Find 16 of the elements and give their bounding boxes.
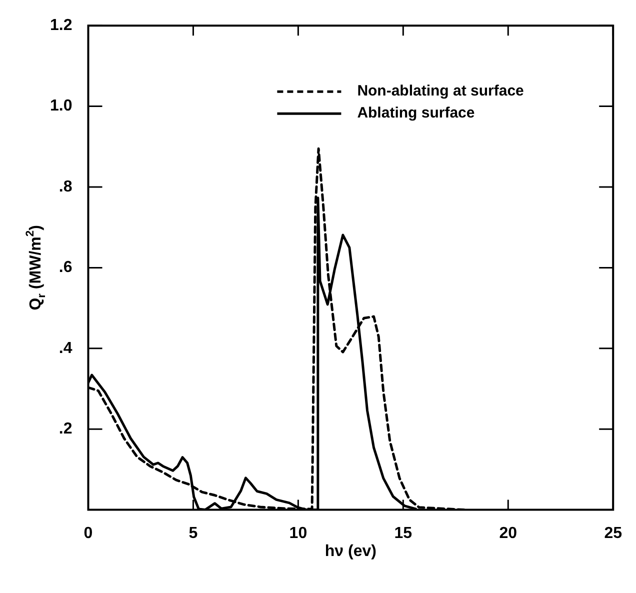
x-tick-label: 25 — [604, 524, 622, 542]
x-tick-label: 0 — [84, 524, 93, 542]
y-axis-title: Qr (MW/m2) — [24, 225, 48, 310]
y-tick-label: .8 — [58, 178, 72, 196]
legend-label: Ablating surface — [357, 104, 475, 122]
x-tick-label: 5 — [188, 524, 198, 542]
x-axis-title: hν (ev) — [324, 543, 376, 560]
y-tick-label: 1.2 — [50, 17, 72, 34]
y-tick-label: .4 — [58, 340, 72, 357]
y-tick-label: 1.0 — [50, 98, 72, 115]
x-tick-label: 10 — [289, 524, 308, 542]
y-tick-label: .6 — [58, 259, 72, 276]
x-tick-label: 20 — [499, 524, 518, 542]
x-tick-label: 15 — [394, 524, 412, 542]
y-tick-label: .2 — [58, 420, 72, 438]
legend-label: Non-ablating at surface — [357, 82, 524, 100]
